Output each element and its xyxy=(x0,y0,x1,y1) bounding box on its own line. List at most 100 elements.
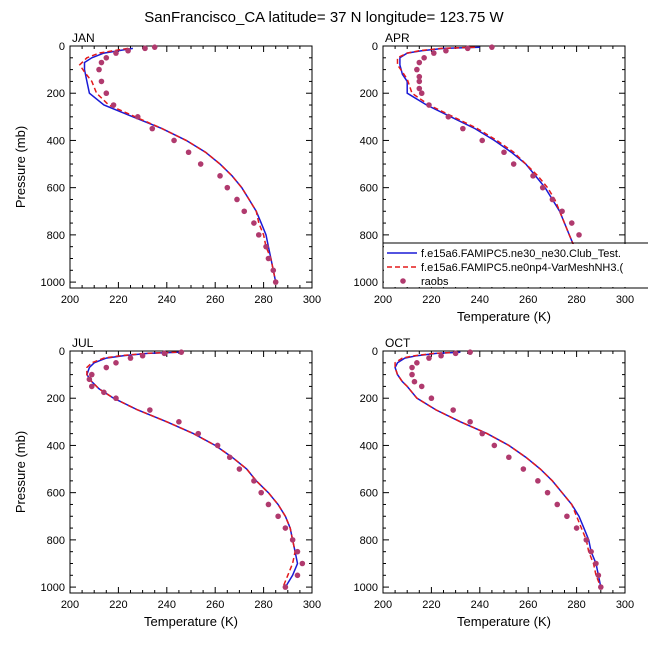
raobs-point xyxy=(151,44,158,50)
raobs-point xyxy=(428,395,435,402)
y-tick-label: 400 xyxy=(47,135,65,147)
x-tick-label: 300 xyxy=(616,294,634,306)
legend-background xyxy=(384,244,648,287)
raobs-point xyxy=(224,184,231,191)
y-tick-label: 600 xyxy=(47,183,65,195)
panel-label: JAN xyxy=(72,31,95,45)
raobs-point xyxy=(251,478,257,484)
raobs-point xyxy=(258,489,264,496)
raobs-point xyxy=(564,513,570,520)
x-tick-label: 280 xyxy=(567,294,585,306)
x-tick-label: 300 xyxy=(616,599,634,611)
raobs-point xyxy=(535,478,541,484)
series-raobs xyxy=(96,44,279,285)
raobs-point xyxy=(282,525,289,531)
raobs-point xyxy=(426,355,432,361)
raobs-point xyxy=(416,73,423,80)
x-tick-label: 200 xyxy=(374,294,392,306)
y-tick-label: 0 xyxy=(372,346,378,358)
series-line-varmesh xyxy=(78,47,277,283)
raobs-point xyxy=(113,50,119,56)
y-tick-label: 800 xyxy=(360,535,378,547)
raobs-point xyxy=(270,267,277,274)
figure-title: SanFrancisco_CA latitude= 37 N longitude… xyxy=(144,9,504,26)
raobs-point xyxy=(251,220,257,226)
series-raobs xyxy=(409,349,604,590)
raobs-point xyxy=(530,173,536,179)
raobs-point xyxy=(263,243,269,250)
y-tick-label: 1000 xyxy=(354,277,378,289)
x-tick-label: 300 xyxy=(303,294,321,306)
x-tick-label: 240 xyxy=(471,294,489,306)
y-tick-label: 0 xyxy=(372,41,378,53)
y-tick-label: 400 xyxy=(360,440,378,452)
plot-frame xyxy=(69,45,313,289)
raobs-point xyxy=(467,419,473,425)
raobs-point xyxy=(125,47,131,54)
raobs-point xyxy=(479,137,486,144)
raobs-point xyxy=(576,232,582,238)
x-tick-label: 220 xyxy=(422,599,440,611)
raobs-point xyxy=(409,364,415,371)
raobs-point xyxy=(197,161,204,167)
raobs-point xyxy=(411,378,418,385)
raobs-point xyxy=(88,371,95,378)
x-tick-label: 260 xyxy=(206,294,224,306)
panel-jul: JUL 200 220 240 260 280 300 0 200 400 600 800 1000 Te… xyxy=(13,336,321,629)
x-tick-label: 200 xyxy=(61,294,79,306)
raobs-point xyxy=(450,407,456,413)
raobs-point xyxy=(127,355,134,361)
x-tick-label: 240 xyxy=(158,599,176,611)
panels: JAN 200 220 240 260 280 300 0 200 400 600 800 1000 Pr… xyxy=(13,31,648,629)
series-raobs xyxy=(414,44,594,285)
raobs-point xyxy=(96,66,102,73)
raobs-point xyxy=(554,501,561,508)
y-tick-label: 1000 xyxy=(354,582,378,594)
raobs-point xyxy=(161,350,168,357)
series-line-varmesh xyxy=(394,351,602,588)
raobs-point xyxy=(178,349,185,355)
raobs-point xyxy=(176,419,182,425)
raobs-point xyxy=(416,85,423,92)
panel-label: OCT xyxy=(385,336,411,350)
raobs-point xyxy=(491,442,498,449)
x-tick-label: 240 xyxy=(158,294,176,306)
panel-label: APR xyxy=(385,31,410,45)
raobs-point xyxy=(142,45,148,52)
raobs-point xyxy=(416,78,423,85)
raobs-point xyxy=(139,352,146,359)
raobs-point xyxy=(88,383,95,390)
raobs-point xyxy=(103,55,110,61)
y-tick-label: 600 xyxy=(360,488,378,500)
raobs-point xyxy=(294,548,301,555)
y-tick-label: 800 xyxy=(47,230,65,242)
raobs-point xyxy=(506,454,512,461)
x-tick-label: 200 xyxy=(61,599,79,611)
raobs-point xyxy=(214,442,221,449)
y-tick-label: 400 xyxy=(360,135,378,147)
raobs-point xyxy=(134,114,141,120)
raobs-point xyxy=(265,255,272,262)
y-tick-label: 800 xyxy=(360,230,378,242)
y-tick-label: 0 xyxy=(59,41,65,53)
raobs-point xyxy=(294,572,301,579)
raobs-point xyxy=(103,90,110,97)
raobs-point xyxy=(438,352,444,359)
raobs-point xyxy=(236,466,243,472)
raobs-point xyxy=(414,66,420,73)
raobs-point xyxy=(255,232,262,238)
raobs-point xyxy=(414,360,420,366)
series-line-varmesh xyxy=(86,351,296,588)
raobs-point xyxy=(272,279,279,285)
raobs-point xyxy=(217,173,223,179)
panel-oct: OCT 200 220 240 260 280 300 0 200 400 600 800 1000 Te… xyxy=(354,336,635,629)
raobs-point xyxy=(595,572,602,579)
legend: f.e15a6.FAMIPC5.ne30_ne30.Club_Test. f.e1… xyxy=(383,242,648,289)
x-tick-label: 280 xyxy=(254,599,272,611)
raobs-point xyxy=(195,430,202,437)
x-tick-label: 260 xyxy=(206,599,224,611)
panel-jan: JAN 200 220 240 260 280 300 0 200 400 600 800 1000 Pr… xyxy=(13,31,321,306)
raobs-point xyxy=(282,584,289,590)
raobs-point xyxy=(426,102,432,108)
raobs-point xyxy=(86,376,93,383)
